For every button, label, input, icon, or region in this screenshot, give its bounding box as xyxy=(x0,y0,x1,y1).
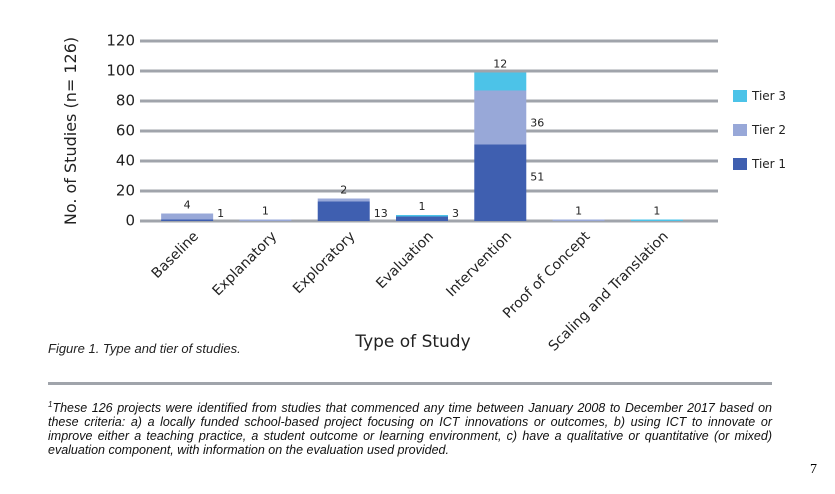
y-tick-label: 120 xyxy=(106,32,135,50)
y-tick-label: 100 xyxy=(106,62,135,80)
bar-segment xyxy=(161,213,214,220)
bar-segment xyxy=(396,215,448,217)
value-label: 13 xyxy=(374,207,388,220)
x-tick-label: Evaluation xyxy=(373,229,437,293)
value-label: 36 xyxy=(530,117,544,130)
y-tick-label: 20 xyxy=(116,182,135,200)
x-tick-label: Exploratory xyxy=(290,229,359,298)
value-label: 1 xyxy=(217,207,224,220)
footnote-text: These 126 projects were identified from … xyxy=(48,401,772,458)
legend-label: Tier 2 xyxy=(751,123,786,137)
value-label: 4 xyxy=(184,199,191,212)
y-tick-label: 60 xyxy=(116,122,135,140)
footnote-marker: 1 xyxy=(48,400,53,409)
legend-swatch xyxy=(733,158,747,170)
bar-segment xyxy=(396,216,448,221)
bar-segment xyxy=(239,219,292,221)
x-axis-title: Type of Study xyxy=(354,332,470,352)
page-number: 7 xyxy=(810,462,817,477)
legend-swatch xyxy=(733,90,747,102)
value-label: 1 xyxy=(419,200,426,213)
value-label: 2 xyxy=(340,184,347,197)
bar-segment xyxy=(474,144,527,221)
value-label: 1 xyxy=(575,205,582,218)
bar-segment xyxy=(552,219,605,221)
bar-segment xyxy=(630,219,683,221)
caption: Figure 1. Type and tier of studies. xyxy=(48,341,241,356)
bar-segment xyxy=(474,72,527,91)
y-tick-label: 80 xyxy=(116,92,135,110)
y-axis-title: No. of Studies (n= 126) xyxy=(61,37,80,225)
legend-label: Tier 3 xyxy=(751,89,786,103)
x-tick-label: Baseline xyxy=(149,229,202,282)
chart: Type of Study No. of Studies (n= 126) 0 2… xyxy=(61,32,786,355)
value-label: 12 xyxy=(493,58,507,71)
value-label: 1 xyxy=(262,205,269,218)
separator xyxy=(48,382,772,385)
value-label: 51 xyxy=(530,171,544,184)
bar-segment xyxy=(161,219,214,221)
legend-label: Tier 1 xyxy=(751,157,786,171)
value-label: 1 xyxy=(653,205,660,218)
y-tick-label: 0 xyxy=(125,212,135,230)
footnote: 1These 126 projects were identified from… xyxy=(48,398,772,457)
bar-segment xyxy=(317,198,370,202)
bar-segment xyxy=(474,90,527,145)
x-tick-label: Explanatory xyxy=(210,229,281,300)
y-tick-label: 40 xyxy=(116,152,135,170)
bar-segment xyxy=(317,201,370,221)
x-tick-label: Intervention xyxy=(443,229,515,301)
legend-swatch xyxy=(733,124,747,136)
value-label: 3 xyxy=(452,207,459,220)
